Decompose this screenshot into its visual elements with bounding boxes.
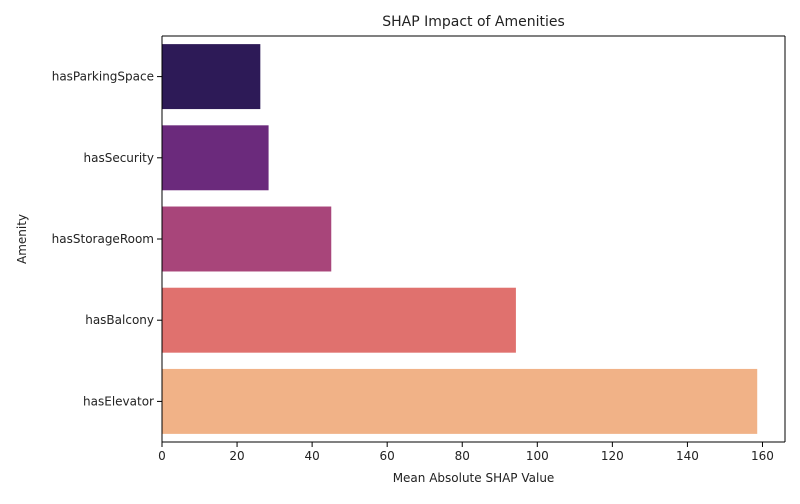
x-tick-label: 120: [601, 449, 624, 463]
bar-hasSecurity: [162, 125, 269, 191]
bar-hasBalcony: [162, 287, 516, 353]
x-tick-label: 80: [455, 449, 470, 463]
bars-layer: [162, 44, 758, 434]
x-tick-label: 160: [751, 449, 774, 463]
y-tick-label: hasParkingSpace: [52, 70, 154, 84]
x-tick-label: 20: [229, 449, 244, 463]
x-ticks: 0 20 40 60 80 100 120 140 160: [158, 442, 774, 463]
chart-title: SHAP Impact of Amenities: [382, 14, 565, 30]
y-ticks: hasParkingSpace hasSecurity hasStorageRoom…: [52, 70, 162, 408]
x-axis-label: Mean Absolute SHAP Value: [393, 471, 555, 485]
bar-hasStorageRoom: [162, 206, 332, 272]
y-tick-label: hasSecurity: [84, 151, 155, 165]
y-tick-label: hasElevator: [83, 394, 154, 408]
y-axis-label: Amenity: [15, 214, 29, 264]
x-tick-label: 140: [676, 449, 699, 463]
bar-hasParkingSpace: [162, 44, 261, 110]
y-tick-label: hasBalcony: [85, 313, 154, 327]
x-tick-label: 40: [304, 449, 319, 463]
x-tick-label: 100: [526, 449, 549, 463]
bar-hasElevator: [162, 368, 758, 434]
x-tick-label: 60: [380, 449, 395, 463]
x-tick-label: 0: [158, 449, 166, 463]
y-tick-label: hasStorageRoom: [52, 232, 154, 246]
